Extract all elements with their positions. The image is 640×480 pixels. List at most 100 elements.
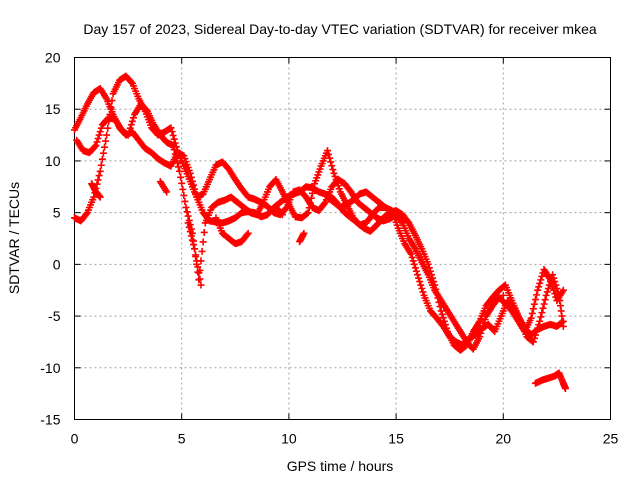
data-point-marker — [326, 154, 334, 162]
x-tick-label: 25 — [603, 431, 619, 447]
data-point-marker — [189, 241, 197, 249]
data-point-marker — [538, 309, 546, 317]
data-point-marker — [416, 278, 424, 286]
data-point-marker — [549, 271, 557, 279]
data-point-marker — [307, 194, 315, 202]
data-point-marker — [174, 163, 182, 171]
data-point-marker — [554, 288, 562, 296]
data-point-marker — [328, 162, 336, 170]
data-point-marker — [243, 231, 251, 239]
data-point-marker — [127, 121, 135, 129]
data-point-marker — [306, 199, 314, 207]
data-point-marker — [183, 208, 191, 216]
data-point-marker — [102, 137, 110, 145]
data-point-marker — [380, 203, 388, 211]
data-point-marker — [408, 253, 416, 261]
data-point-marker — [179, 185, 187, 193]
data-point-marker — [169, 141, 177, 149]
data-point-marker — [559, 286, 567, 294]
data-point-marker — [94, 176, 102, 184]
data-point-marker — [303, 210, 311, 218]
plot-frame — [74, 57, 611, 420]
y-axis-label: SDTVAR / TECUs — [6, 182, 22, 294]
data-point-marker — [178, 179, 186, 187]
data-point-marker — [534, 324, 542, 332]
data-point-marker — [99, 149, 107, 157]
data-point-marker — [94, 135, 102, 143]
data-point-marker — [414, 271, 422, 279]
data-point-marker — [169, 131, 177, 139]
data-point-marker — [196, 275, 204, 283]
data-point-marker — [177, 173, 185, 181]
x-tick-label: 15 — [388, 431, 404, 447]
data-point-marker — [182, 203, 190, 211]
data-point-marker — [545, 281, 553, 289]
data-point-marker — [98, 155, 106, 163]
data-point-marker — [172, 154, 180, 162]
data-point-marker — [171, 150, 179, 158]
data-point-marker — [536, 317, 544, 325]
data-point-marker — [539, 304, 547, 312]
data-point-marker — [308, 189, 316, 197]
data-point-marker — [508, 302, 516, 310]
data-point-marker — [551, 278, 559, 286]
data-point-marker — [108, 97, 116, 105]
data-point-marker — [305, 204, 313, 212]
data-point-marker — [107, 103, 115, 111]
data-point-marker — [193, 257, 201, 265]
data-point-marker — [542, 291, 550, 299]
y-tick-label: 15 — [45, 101, 61, 117]
data-point-marker — [439, 314, 447, 322]
tick-labels: 0 5 10 15 20 25 -15 -10 -5 0 5 10 15 20 — [40, 50, 618, 447]
data-point-marker — [194, 263, 202, 271]
y-tick-label: -10 — [40, 360, 60, 376]
data-point-marker — [195, 269, 203, 277]
data-point-marker — [195, 276, 203, 284]
data-point-marker — [529, 338, 537, 346]
data-point-marker — [529, 305, 537, 313]
data-point-marker — [412, 267, 420, 275]
data-point-marker — [544, 284, 552, 292]
data-point-marker — [181, 197, 189, 205]
data-point-marker — [167, 124, 175, 132]
data-point-marker — [536, 279, 544, 287]
data-point-marker — [329, 166, 337, 174]
data-point-marker — [304, 209, 312, 217]
data-point-marker — [184, 219, 192, 227]
data-point-marker — [170, 146, 178, 154]
data-point-marker — [381, 203, 389, 211]
data-point-marker — [531, 296, 539, 304]
data-point-marker — [561, 384, 569, 392]
axis-ticks — [74, 57, 611, 420]
data-point-marker — [310, 185, 318, 193]
data-point-marker — [527, 314, 535, 322]
data-point-marker — [128, 117, 136, 125]
data-point-marker — [197, 281, 205, 289]
data-point-marker — [96, 167, 104, 175]
y-tick-label: 10 — [45, 153, 61, 169]
data-point-marker — [126, 124, 134, 132]
x-tick-label: 0 — [71, 431, 79, 447]
data-points — [71, 72, 569, 392]
data-point-marker — [82, 210, 90, 218]
data-point-marker — [300, 229, 308, 237]
data-point-marker — [92, 141, 100, 149]
data-point-marker — [541, 296, 549, 304]
data-point-marker — [559, 322, 567, 330]
data-point-marker — [191, 245, 199, 253]
x-tick-label: 10 — [281, 431, 297, 447]
data-point-marker — [124, 131, 132, 139]
data-point-marker — [185, 223, 193, 231]
data-point-marker — [173, 159, 181, 167]
data-point-marker — [163, 188, 171, 196]
data-point-marker — [125, 128, 133, 136]
data-point-marker — [168, 128, 176, 136]
data-point-marker — [180, 191, 188, 199]
data-point-marker — [533, 291, 541, 299]
data-point-marker — [499, 291, 507, 299]
data-point-marker — [101, 143, 109, 151]
data-point-marker — [534, 286, 542, 294]
y-tick-label: -5 — [48, 308, 61, 324]
